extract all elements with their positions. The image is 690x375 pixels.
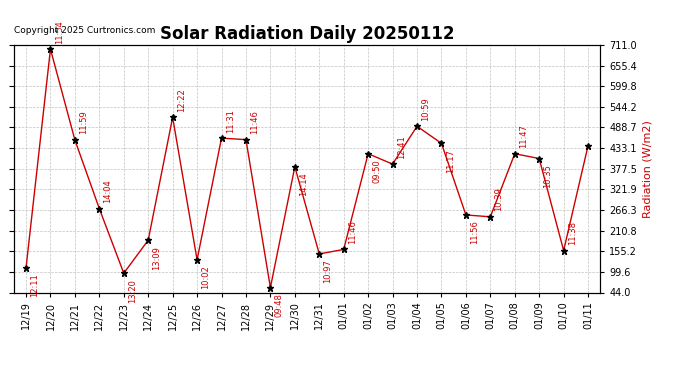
Text: 10:35: 10:35 (543, 164, 553, 188)
Text: 11:47: 11:47 (519, 124, 528, 148)
Text: 12:41: 12:41 (397, 135, 406, 159)
Text: 11:31: 11:31 (226, 109, 235, 133)
Text: 10:39: 10:39 (495, 188, 504, 211)
Text: 14:04: 14:04 (104, 179, 112, 203)
Text: 10:02: 10:02 (201, 266, 210, 289)
Text: 10:97: 10:97 (324, 260, 333, 284)
Text: 11:56: 11:56 (470, 220, 479, 245)
Text: 14:14: 14:14 (299, 172, 308, 196)
Text: 09:50: 09:50 (373, 159, 382, 183)
Text: 11:38: 11:38 (568, 221, 577, 245)
Text: 11:46: 11:46 (348, 220, 357, 244)
Text: Copyright 2025 Curtronics.com: Copyright 2025 Curtronics.com (14, 26, 155, 35)
Text: 11:17: 11:17 (446, 149, 455, 173)
Text: 13:09: 13:09 (152, 246, 161, 270)
Text: 13:20: 13:20 (128, 279, 137, 303)
Text: 09:48: 09:48 (275, 293, 284, 317)
Y-axis label: Radiation (W/m2): Radiation (W/m2) (643, 120, 653, 218)
Title: Solar Radiation Daily 20250112: Solar Radiation Daily 20250112 (160, 26, 454, 44)
Text: 11:54: 11:54 (55, 20, 63, 44)
Text: 11:46: 11:46 (250, 110, 259, 134)
Text: 12:22: 12:22 (177, 88, 186, 112)
Text: 11:59: 11:59 (79, 111, 88, 134)
Text: 10:59: 10:59 (421, 97, 430, 121)
Text: 12:11: 12:11 (30, 274, 39, 297)
